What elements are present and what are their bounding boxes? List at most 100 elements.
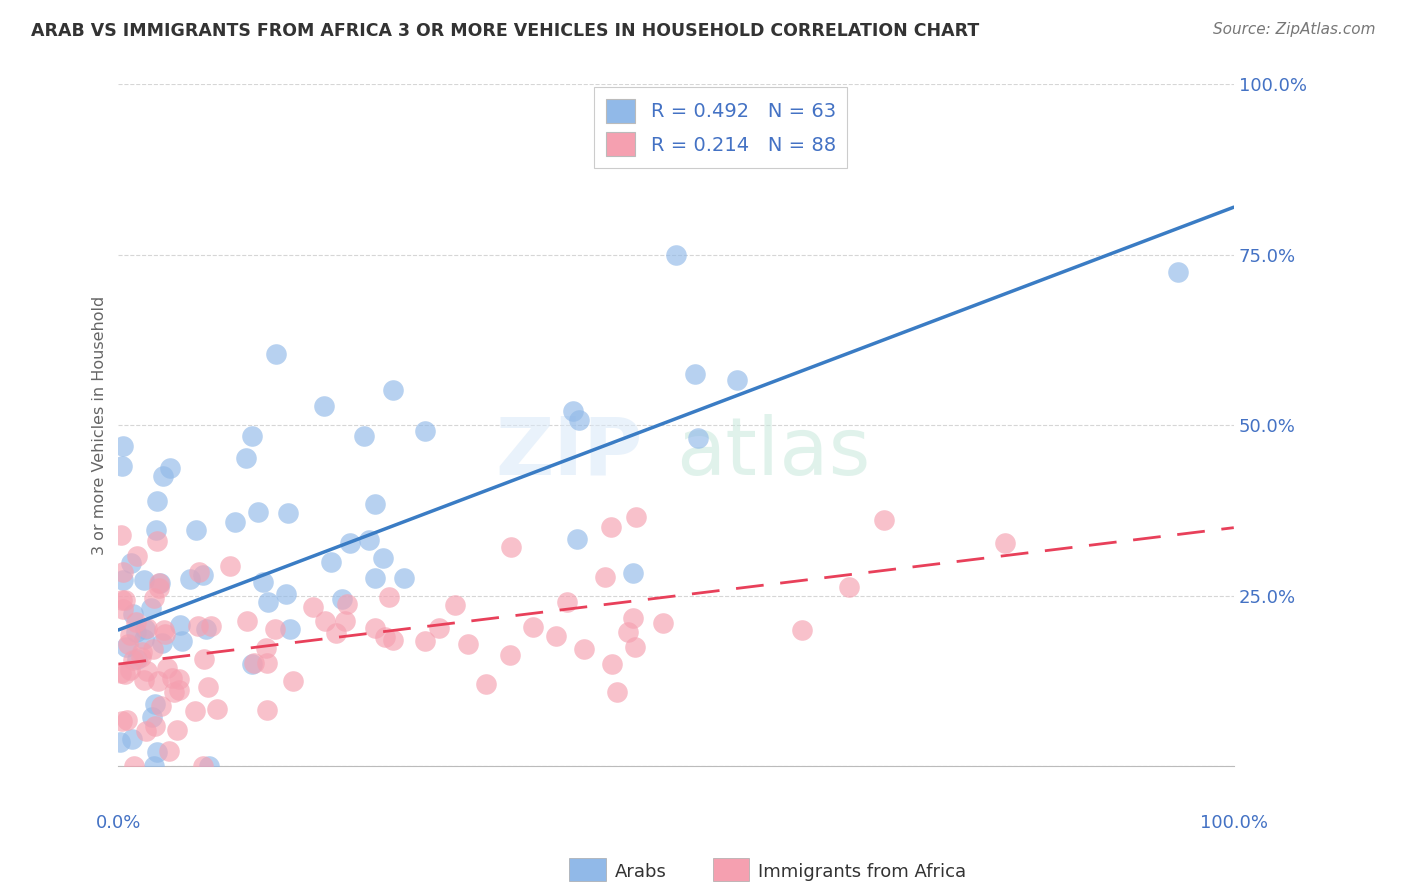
Point [200,619,222,633]
Point [568,412,591,426]
Point [243,656,266,670]
Point [179,572,201,586]
Point [600,519,623,533]
Point [357,533,380,548]
Point [224,515,246,529]
Point [665,247,688,261]
Point [148,673,170,688]
Point [499,648,522,663]
Point [321,555,343,569]
Point [457,637,479,651]
Point [120,556,142,570]
Point [256,703,278,717]
Point [240,428,263,442]
Point [335,598,357,612]
Point [129,649,152,664]
Point [413,424,436,438]
Point [117,637,139,651]
Point [111,602,134,616]
Point [274,586,297,600]
Text: 100.0%: 100.0% [1199,814,1268,832]
Point [132,673,155,688]
Point [264,347,287,361]
Point [242,657,264,671]
Point [187,565,209,579]
Point [219,558,242,573]
Point [522,620,544,634]
Point [197,680,219,694]
Point [134,574,156,588]
Point [191,568,214,582]
Point [111,574,134,588]
Point [838,580,860,594]
Point [153,627,176,641]
Point [146,745,169,759]
Point [125,549,148,564]
Point [146,533,169,548]
Point [120,628,142,642]
Point [141,710,163,724]
Point [256,595,278,609]
Text: 0.0%: 0.0% [96,814,141,832]
Text: Immigrants from Africa: Immigrants from Africa [758,863,966,881]
Point [413,633,436,648]
Point [374,630,396,644]
Point [688,431,710,445]
Point [111,439,134,453]
Point [148,581,170,595]
Point [561,404,583,418]
Point [236,614,259,628]
Point [159,460,181,475]
Point [121,653,143,667]
Point [167,683,190,698]
Point [1167,265,1189,279]
Point [111,714,134,728]
Point [651,616,673,631]
Point [122,607,145,621]
Point [314,399,336,413]
Point [546,629,568,643]
Point [143,698,166,712]
Point [790,624,813,638]
Point [378,590,401,604]
Point [444,598,467,612]
Point [314,614,336,628]
Text: ZIP: ZIP [495,414,643,491]
Point [725,374,748,388]
Point [606,685,628,699]
Point [153,624,176,638]
Point [139,601,162,615]
Point [132,632,155,646]
Point [381,383,404,397]
Point [617,625,640,640]
Point [193,652,215,666]
Text: atlas: atlas [676,414,870,491]
Point [623,640,645,654]
Point [187,619,209,633]
Point [474,676,496,690]
Point [621,566,644,580]
Point [427,621,450,635]
Point [114,593,136,607]
Point [127,652,149,666]
Point [170,634,193,648]
Point [114,666,136,681]
Point [111,459,134,474]
Point [110,528,132,542]
Text: Arabs: Arabs [614,863,666,881]
Text: Source: ZipAtlas.com: Source: ZipAtlas.com [1212,22,1375,37]
Point [118,663,141,677]
Point [330,592,353,607]
Point [135,723,157,738]
Point [108,735,131,749]
Point [152,468,174,483]
Point [333,614,356,628]
Point [162,672,184,686]
Point [149,575,172,590]
Point [111,566,134,580]
Point [235,450,257,465]
Point [364,497,387,511]
Point [142,759,165,773]
Point [110,593,132,607]
Point [150,636,173,650]
